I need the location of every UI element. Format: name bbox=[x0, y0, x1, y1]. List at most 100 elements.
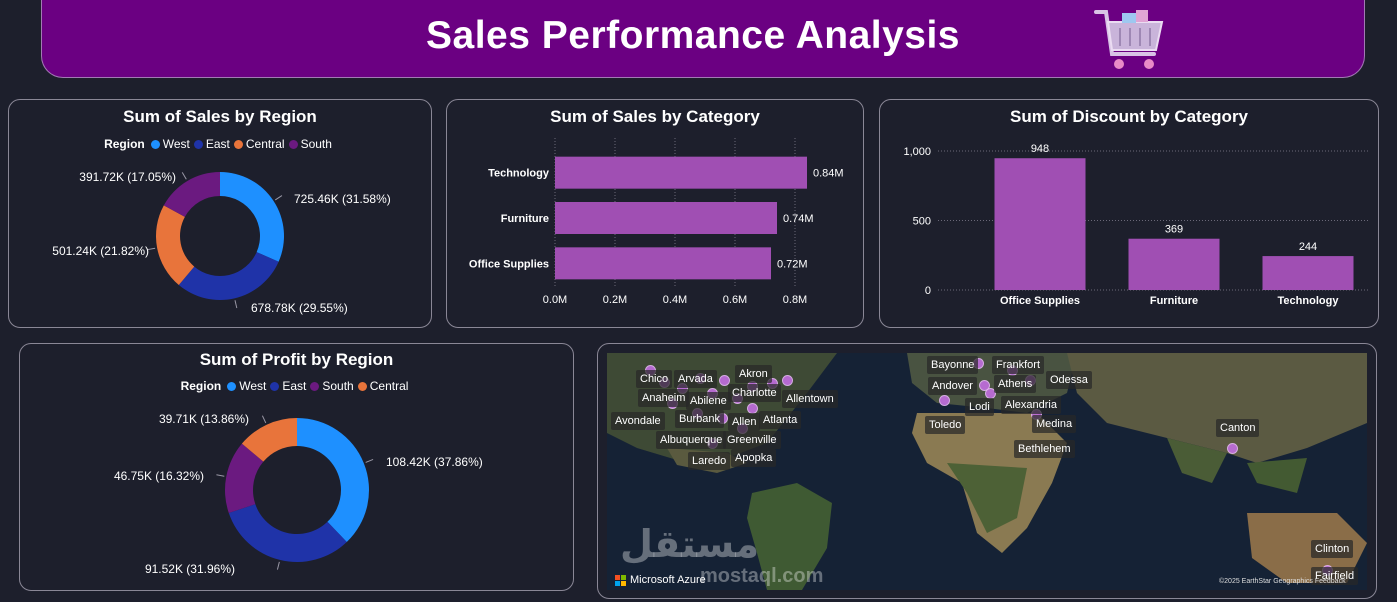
map-city-label: Akron bbox=[735, 365, 772, 383]
map-city-label: Allen bbox=[728, 413, 761, 431]
legend-item-south[interactable]: South bbox=[310, 379, 354, 393]
legend-dot bbox=[288, 140, 298, 149]
x-tick-label: 0.6M bbox=[723, 294, 747, 306]
chart-title: Sum of Sales by Region bbox=[123, 107, 317, 126]
leader-line bbox=[276, 561, 280, 570]
chart-title: Sum of Discount by Category bbox=[1009, 107, 1249, 126]
chart-legend: Region West East Central South bbox=[9, 137, 431, 151]
watermark: مستقل bbox=[620, 524, 759, 566]
category-label: Technology bbox=[488, 168, 550, 180]
category-label: Office Supplies bbox=[469, 258, 549, 270]
header-banner: Sales Performance Analysis bbox=[41, 0, 1365, 78]
legend-dot bbox=[270, 382, 280, 391]
map-city-label: Arvada bbox=[674, 370, 717, 388]
data-label: 0.74M bbox=[783, 213, 814, 225]
donut-slice-west[interactable] bbox=[297, 418, 369, 543]
microsoft-logo-icon bbox=[615, 575, 627, 587]
map-city-label: Medina bbox=[1032, 415, 1077, 433]
bar-furniture[interactable] bbox=[555, 202, 777, 234]
map-point[interactable] bbox=[719, 375, 730, 386]
leader-line bbox=[216, 474, 225, 477]
chart-legend: Region West East South Central bbox=[20, 379, 573, 393]
data-label: 391.72K (17.05%) bbox=[79, 170, 176, 184]
data-label: 39.71K (13.86%) bbox=[159, 412, 249, 426]
x-tick-label: 0.2M bbox=[603, 294, 627, 306]
page-title: Sales Performance Analysis bbox=[426, 14, 960, 57]
bar-office-supplies[interactable] bbox=[555, 247, 771, 280]
map-point[interactable] bbox=[1227, 443, 1238, 454]
profit-by-region-card[interactable]: Sum of Profit by Region Region West East So… bbox=[19, 343, 574, 591]
y-tick-label: 500 bbox=[913, 216, 931, 228]
legend-title: Region bbox=[180, 379, 222, 393]
map-city-label: Abilene bbox=[686, 392, 731, 410]
bar-technology[interactable] bbox=[555, 156, 807, 189]
legend-dot bbox=[227, 382, 237, 391]
legend-item-west[interactable]: West bbox=[227, 379, 266, 393]
data-label: 46.75K (16.32%) bbox=[114, 469, 204, 483]
chart-title: Sum of Sales by Category bbox=[550, 107, 760, 126]
data-label: 244 bbox=[1299, 241, 1317, 253]
legend-item-west[interactable]: West bbox=[150, 137, 190, 151]
map-point[interactable] bbox=[979, 380, 990, 391]
legend-item-central[interactable]: Central bbox=[357, 379, 408, 393]
donut-slice-south[interactable] bbox=[163, 172, 220, 217]
column-technology[interactable] bbox=[1262, 256, 1354, 290]
map-credit[interactable]: ©2025 EarthStar Geographics Feedback bbox=[1219, 578, 1346, 585]
map-city-label: Greenville bbox=[723, 431, 781, 449]
column-office-supplies[interactable] bbox=[994, 158, 1086, 290]
donut-slice-central[interactable] bbox=[241, 418, 297, 462]
leader-line bbox=[261, 415, 267, 424]
legend-dot bbox=[193, 140, 203, 149]
world-map[interactable]: Chico Arvada Akron Anaheim Abilene Charlotte A… bbox=[607, 353, 1367, 590]
donut-slice-south[interactable] bbox=[225, 443, 264, 514]
donut-chart[interactable]: 108.42K (37.86%) 91.52K (31.96%) 46.75K (1… bbox=[20, 344, 575, 592]
legend-item-east[interactable]: East bbox=[193, 137, 230, 151]
map-point[interactable] bbox=[939, 395, 950, 406]
leader-line bbox=[365, 459, 374, 463]
category-label: Technology bbox=[1278, 295, 1340, 307]
map-point[interactable] bbox=[782, 375, 793, 386]
sales-by-region-card[interactable]: Sum of Sales by Region Region West East Cen… bbox=[8, 99, 432, 328]
bar-chart[interactable]: 0.0M 0.2M 0.4M 0.6M 0.8M Technology 0.84M Furni… bbox=[447, 100, 865, 329]
donut-slice-east[interactable] bbox=[178, 252, 279, 300]
legend-dot bbox=[357, 382, 367, 391]
legend-item-central[interactable]: Central bbox=[233, 137, 285, 151]
discount-by-category-card[interactable]: Sum of Discount by Category 1,000 500 0 948… bbox=[879, 99, 1379, 328]
legend-item-south[interactable]: South bbox=[288, 137, 332, 151]
legend-dot bbox=[150, 140, 160, 149]
data-label: 0.72M bbox=[777, 258, 808, 270]
data-label: 501.24K (21.82%) bbox=[52, 244, 149, 258]
legend-item-east[interactable]: East bbox=[270, 379, 306, 393]
leader-line bbox=[234, 300, 238, 309]
map-city-label: Canton bbox=[1216, 419, 1260, 437]
map-city-label: Chico bbox=[636, 370, 673, 388]
map-city-label: Burbank bbox=[675, 410, 724, 428]
y-tick-label: 1,000 bbox=[903, 146, 931, 158]
sales-by-category-card[interactable]: Sum of Sales by Category 0.0M 0.2M 0.4M 0.6… bbox=[446, 99, 864, 328]
data-label: 0.84M bbox=[813, 168, 844, 180]
map-brand: Microsoft Azure bbox=[630, 574, 706, 586]
legend-dot bbox=[233, 140, 243, 149]
map-city-label: Toledo bbox=[925, 416, 966, 434]
category-label: Furniture bbox=[1150, 295, 1198, 307]
donut-slice-central[interactable] bbox=[156, 205, 195, 285]
column-chart[interactable]: 1,000 500 0 948 Office Supplies 369 Furniture 2… bbox=[880, 100, 1380, 329]
map-city-label: Charlotte bbox=[728, 384, 781, 402]
map-city-label: Frankfort bbox=[992, 356, 1045, 374]
watermark-sub: mostaql.com bbox=[700, 565, 824, 587]
map-city-label: Bayonne bbox=[927, 356, 979, 374]
data-label: 948 bbox=[1031, 143, 1049, 155]
map-city-label: Andover bbox=[928, 377, 977, 395]
category-label: Office Supplies bbox=[1000, 295, 1080, 307]
leader-line bbox=[274, 195, 283, 201]
donut-chart[interactable]: 725.46K (31.58%) 678.78K (29.55%) 501.24K … bbox=[9, 100, 433, 329]
map-city-label: Anaheim bbox=[638, 389, 690, 407]
column-furniture[interactable] bbox=[1128, 238, 1220, 290]
donut-slice-west[interactable] bbox=[220, 172, 284, 262]
map-city-label: Apopka bbox=[731, 449, 777, 467]
y-tick-label: 0 bbox=[925, 285, 931, 297]
chart-title: Sum of Profit by Region bbox=[199, 350, 394, 369]
x-tick-label: 0.0M bbox=[543, 294, 567, 306]
map-city-label: Fairfield bbox=[1311, 567, 1359, 585]
donut-slice-east[interactable] bbox=[228, 504, 347, 562]
